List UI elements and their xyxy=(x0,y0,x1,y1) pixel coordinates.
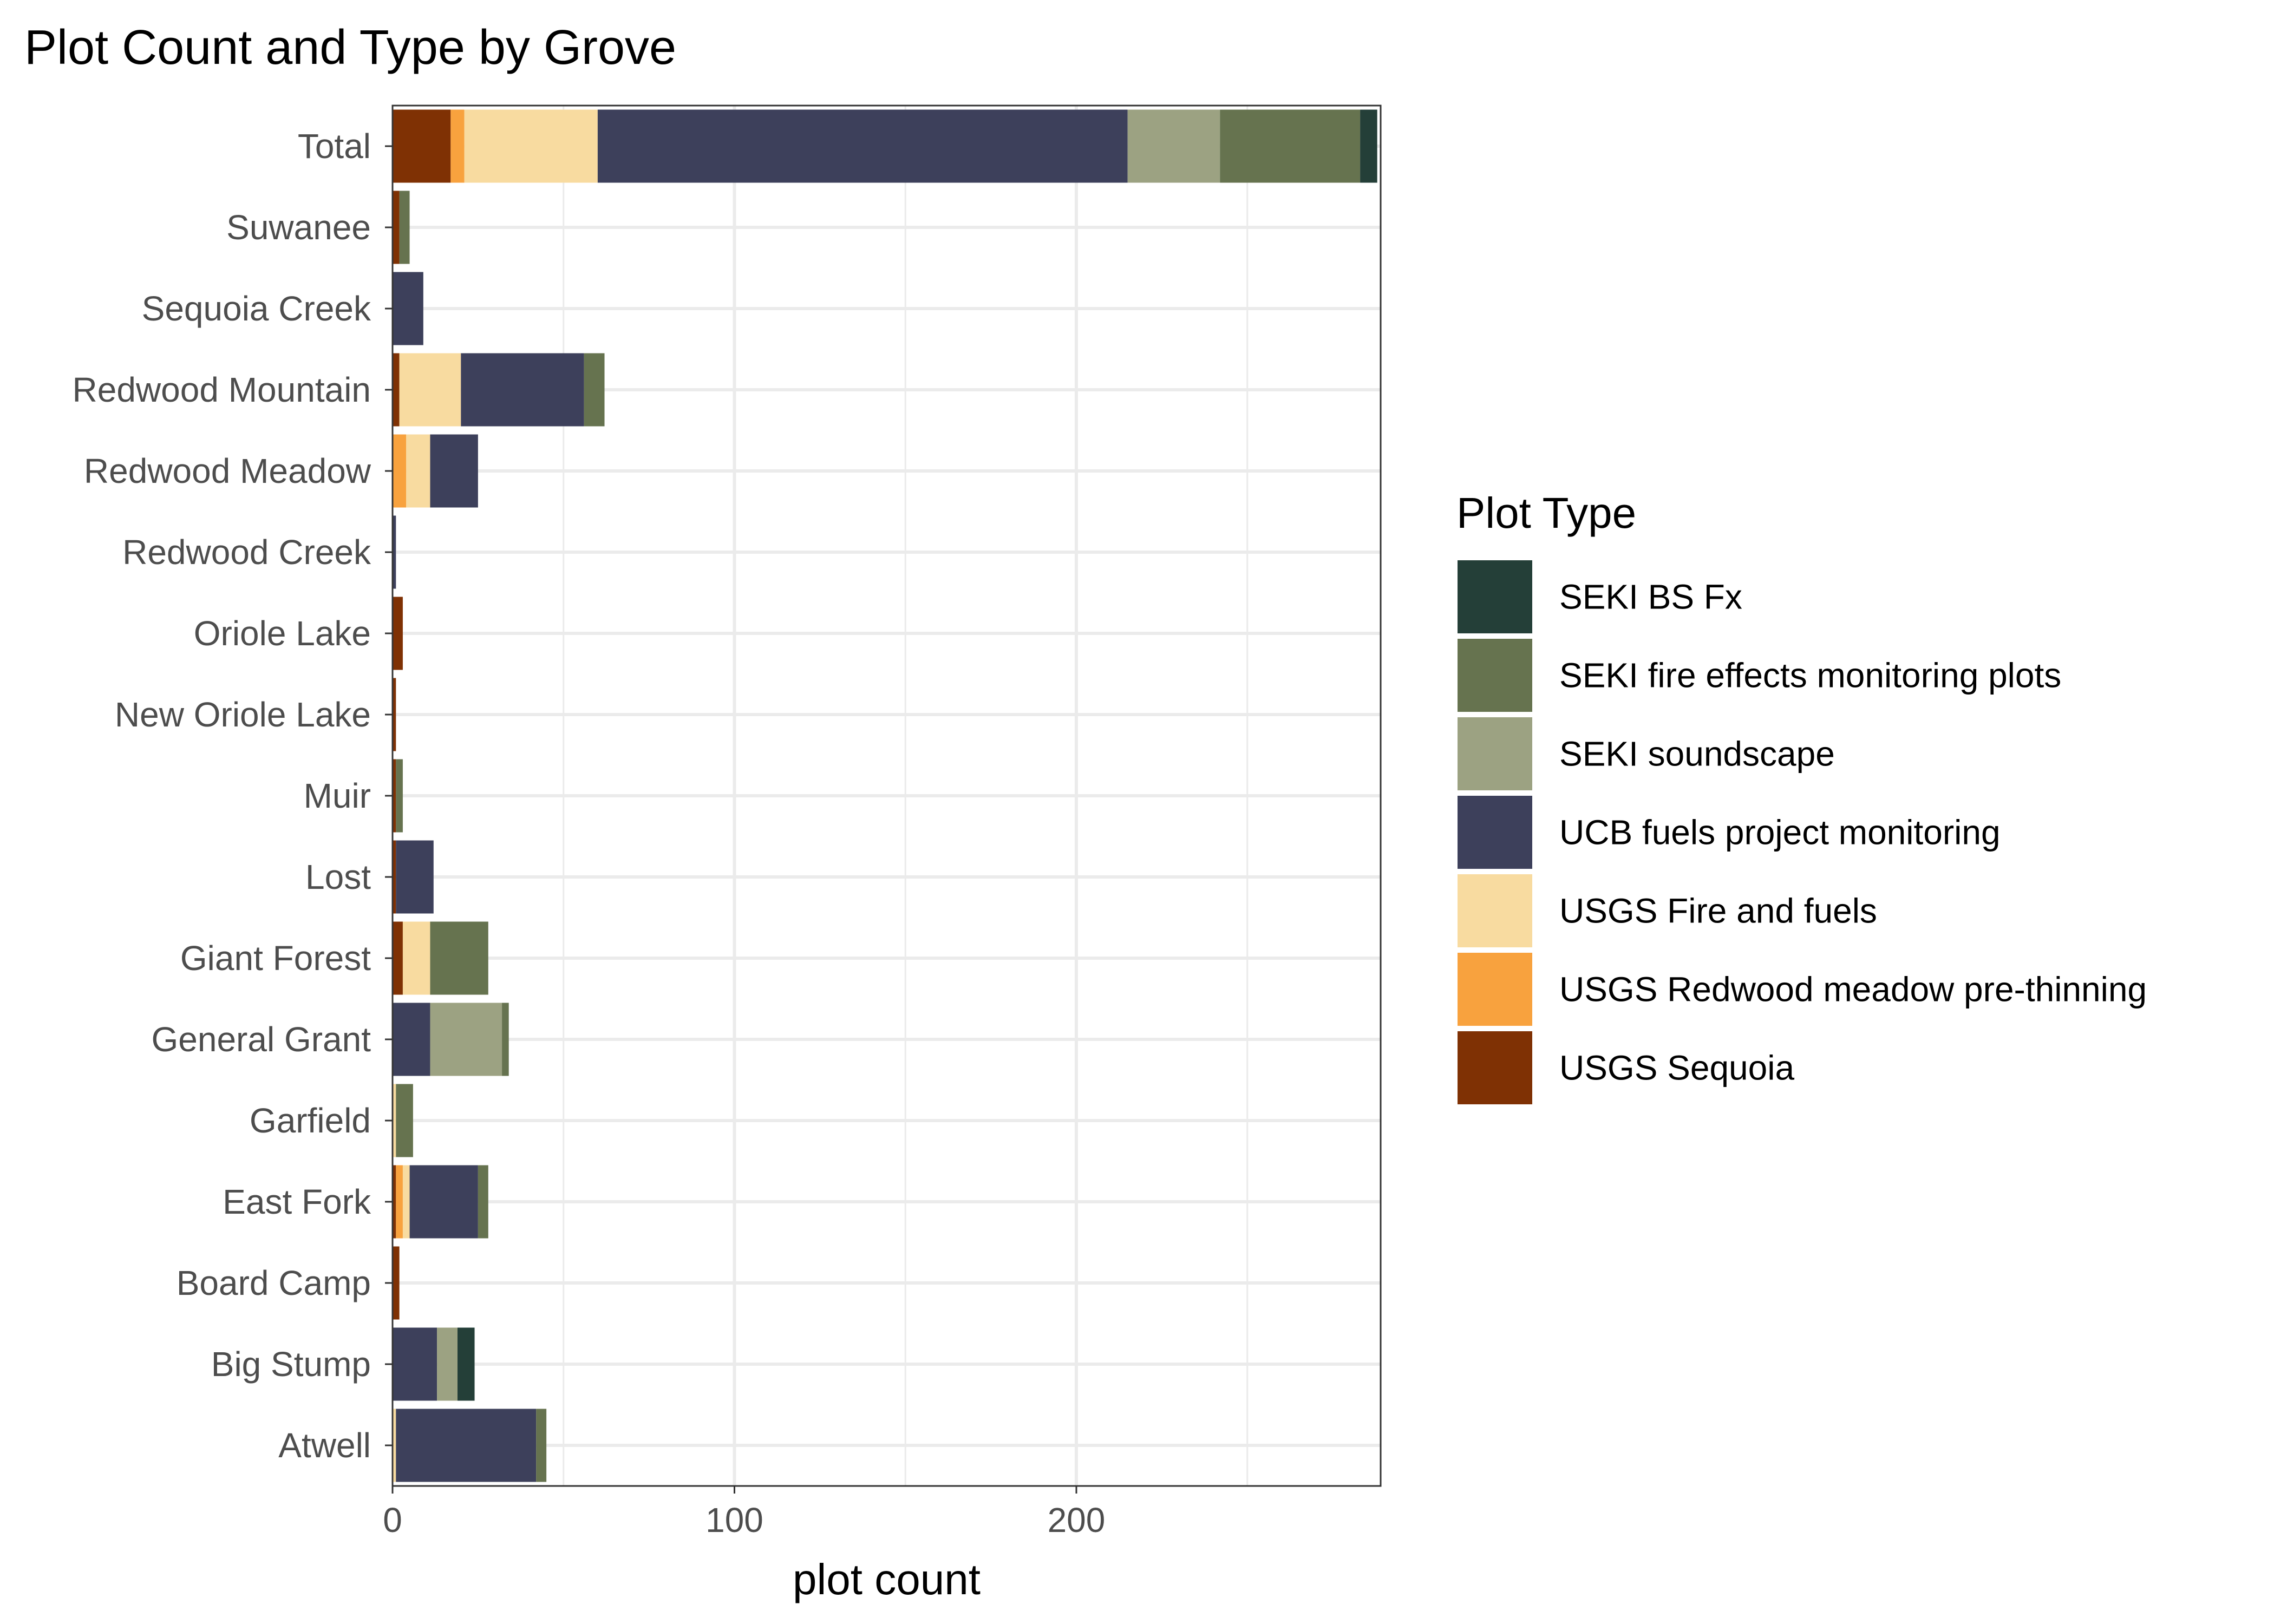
bar-atwell-usgs-fire-and-fuels xyxy=(393,1409,396,1482)
legend-label: SEKI soundscape xyxy=(1559,735,1835,774)
bar-redwood-mountain-seki-fire-effects-monitoring-plots xyxy=(584,353,605,427)
bar-total-usgs-sequoia xyxy=(393,109,451,183)
x-tick-label: 100 xyxy=(705,1501,763,1540)
y-tick-label: Total xyxy=(298,127,371,166)
legend-key-seki-bs-fx xyxy=(1458,560,1532,633)
legend-label: USGS Sequoia xyxy=(1559,1049,1794,1088)
bar-redwood-mountain-usgs-fire-and-fuels xyxy=(399,353,461,427)
bar-general-grant-ucb-fuels-project-monitoring xyxy=(393,1003,430,1076)
bar-total-seki-fire-effects-monitoring-plots xyxy=(1220,109,1361,183)
y-tick-label: New Oriole Lake xyxy=(115,695,371,734)
y-tick-label: Redwood Meadow xyxy=(84,451,371,490)
bar-giant-forest-usgs-fire-and-fuels xyxy=(402,921,430,995)
x-axis-ticks: 0 100 200 xyxy=(383,1486,1105,1540)
bar-lost-ucb-fuels-project-monitoring xyxy=(396,840,434,914)
bar-sequoia-creek-ucb-fuels-project-monitoring xyxy=(393,272,423,345)
bar-total-ucb-fuels-project-monitoring xyxy=(597,109,1128,183)
bar-redwood-mountain-usgs-sequoia xyxy=(393,353,400,427)
bar-oriole-lake-usgs-sequoia xyxy=(393,597,403,670)
bar-big-stump-seki-bs-fx xyxy=(457,1327,475,1401)
bar-lost-usgs-sequoia xyxy=(393,840,396,914)
y-tick-label: Lost xyxy=(305,857,371,896)
legend-title: Plot Type xyxy=(1456,489,1636,537)
bar-east-fork-usgs-redwood-meadow-pre-thinning xyxy=(396,1165,403,1239)
bar-garfield-seki-fire-effects-monitoring-plots xyxy=(396,1084,413,1157)
bar-redwood-mountain-ucb-fuels-project-monitoring xyxy=(461,353,584,427)
bar-garfield-usgs-fire-and-fuels xyxy=(393,1084,396,1157)
bar-giant-forest-usgs-sequoia xyxy=(393,921,403,995)
bar-total-usgs-fire-and-fuels xyxy=(464,109,598,183)
y-tick-label: Giant Forest xyxy=(180,939,371,978)
bar-redwood-meadow-usgs-redwood-meadow-pre-thinning xyxy=(393,434,407,508)
bar-muir-seki-fire-effects-monitoring-plots xyxy=(396,759,403,833)
grid xyxy=(393,106,1381,1486)
y-axis-labels: Total Suwanee Sequoia Creek Redwood Mountai… xyxy=(73,127,393,1465)
y-tick-label: General Grant xyxy=(151,1020,371,1059)
y-tick-label: Redwood Mountain xyxy=(73,370,371,409)
bar-atwell-seki-fire-effects-monitoring-plots xyxy=(536,1409,547,1482)
bar-atwell-ucb-fuels-project-monitoring xyxy=(396,1409,537,1482)
bar-board-camp-usgs-sequoia xyxy=(393,1246,400,1320)
legend-label: USGS Redwood meadow pre-thinning xyxy=(1559,970,2147,1009)
legend-label: UCB fuels project monitoring xyxy=(1559,813,2001,852)
legend-key-ucb-fuels-project-monitoring xyxy=(1458,796,1532,869)
bar-big-stump-seki-soundscape xyxy=(437,1327,458,1401)
bar-total-usgs-redwood-meadow-pre-thinning xyxy=(450,109,465,183)
bar-general-grant-seki-soundscape xyxy=(430,1003,502,1076)
bar-east-fork-ucb-fuels-project-monitoring xyxy=(409,1165,478,1239)
bar-total-seki-soundscape xyxy=(1127,109,1220,183)
bar-total-seki-bs-fx xyxy=(1360,109,1377,183)
bar-east-fork-seki-fire-effects-monitoring-plots xyxy=(478,1165,488,1239)
bar-east-fork-usgs-fire-and-fuels xyxy=(402,1165,410,1239)
y-tick-label: Garfield xyxy=(250,1101,371,1140)
y-tick-label: Redwood Creek xyxy=(122,533,371,572)
chart-title: Plot Count and Type by Grove xyxy=(24,21,676,75)
y-tick-label: Sequoia Creek xyxy=(142,289,371,328)
y-tick-label: Suwanee xyxy=(226,208,371,247)
x-tick-label: 200 xyxy=(1048,1501,1106,1540)
bar-suwanee-seki-fire-effects-monitoring-plots xyxy=(399,191,410,264)
x-axis-title: plot count xyxy=(793,1555,981,1603)
bar-new-oriole-lake-usgs-sequoia xyxy=(393,678,396,751)
bar-redwood-creek-ucb-fuels-project-monitoring xyxy=(393,515,396,589)
y-tick-label: Oriole Lake xyxy=(194,614,371,653)
x-tick-label: 0 xyxy=(383,1501,402,1540)
legend: Plot Type SEKI BS Fx SEKI fire effects mo… xyxy=(1456,489,2147,1104)
legend-label: SEKI BS Fx xyxy=(1559,578,1742,617)
legend-key-usgs-redwood-meadow-pre-thinning xyxy=(1458,953,1532,1026)
legend-label: USGS Fire and fuels xyxy=(1559,892,1877,931)
y-tick-label: Muir xyxy=(304,776,371,815)
bar-east-fork-usgs-sequoia xyxy=(393,1165,396,1239)
y-tick-label: Big Stump xyxy=(211,1345,371,1384)
y-tick-label: Board Camp xyxy=(177,1263,371,1302)
bar-suwanee-usgs-sequoia xyxy=(393,191,400,264)
legend-label: SEKI fire effects monitoring plots xyxy=(1559,656,2061,695)
bar-general-grant-seki-fire-effects-monitoring-plots xyxy=(502,1003,509,1076)
y-tick-label: East Fork xyxy=(223,1182,371,1221)
bars xyxy=(393,109,1377,1482)
legend-key-seki-fire-effects-monitoring-plots xyxy=(1458,639,1532,712)
bar-big-stump-ucb-fuels-project-monitoring xyxy=(393,1327,437,1401)
legend-key-seki-soundscape xyxy=(1458,717,1532,790)
legend-key-usgs-sequoia xyxy=(1458,1031,1532,1104)
bar-muir-usgs-sequoia xyxy=(393,759,396,833)
bar-redwood-meadow-usgs-fire-and-fuels xyxy=(406,434,430,508)
bar-redwood-meadow-ucb-fuels-project-monitoring xyxy=(430,434,478,508)
y-tick-label: Atwell xyxy=(278,1426,371,1465)
bar-giant-forest-seki-fire-effects-monitoring-plots xyxy=(430,921,488,995)
legend-key-usgs-fire-and-fuels xyxy=(1458,874,1532,947)
